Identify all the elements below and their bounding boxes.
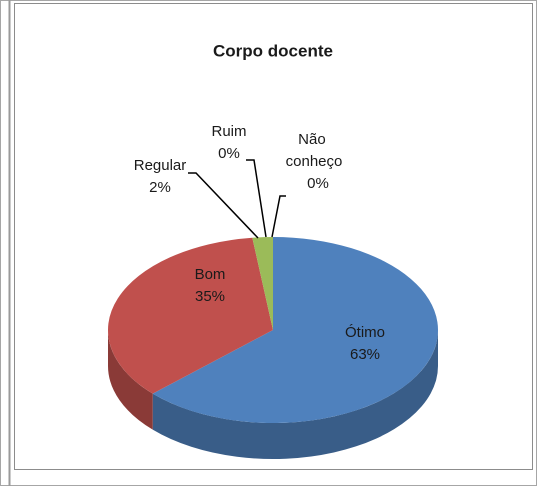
leader-line [188,172,259,239]
leader-line [271,195,286,238]
slice-label: Bom [195,266,226,283]
slice [108,237,273,394]
slice-label: Regular [134,157,187,174]
value-label: 0% [307,175,329,192]
pie-sides [108,330,439,460]
leader-line [246,159,267,238]
label-line: Não [298,131,330,148]
value-label: 63% [350,346,380,363]
value-label: 0% [218,145,240,162]
slice-label: Não conheço [286,131,343,170]
label-line: conheço [286,153,343,170]
pie-tops [108,237,439,423]
value-label: 2% [149,179,171,196]
slice-label: Ótimo [345,324,385,341]
slice [152,237,439,423]
slice [252,237,273,330]
data-labels: Ótimo 63% Bom 35% Regular 2% Ruim 0% Não conheço… [134,123,385,363]
slice-side [108,330,153,430]
value-label: 35% [195,288,225,305]
slice-label: Ruim [211,123,246,140]
chart-title: Corpo docente [213,41,333,60]
slice-side [152,330,439,460]
